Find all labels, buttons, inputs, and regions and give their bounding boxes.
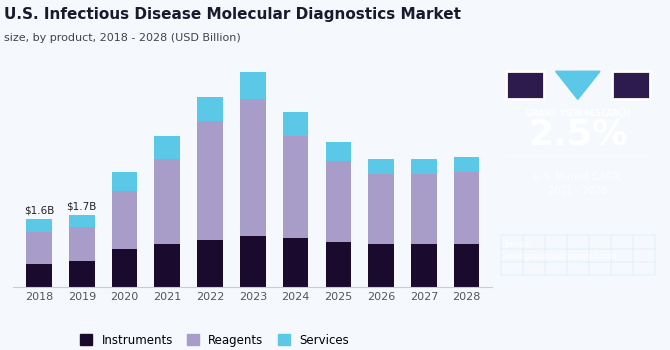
Text: $1.6B: $1.6B [24, 205, 54, 215]
Bar [69, 227, 94, 261]
Polygon shape [555, 71, 600, 99]
Bar [155, 244, 180, 287]
Bar [411, 174, 437, 244]
Bar [369, 244, 394, 287]
Bar [197, 121, 223, 240]
Bar [283, 238, 308, 287]
Bar [240, 236, 266, 287]
Text: U.S. Infectious Disease Molecular Diagnostics Market: U.S. Infectious Disease Molecular Diagno… [4, 7, 461, 22]
Bar [155, 136, 180, 159]
Bar [326, 161, 351, 242]
Bar [240, 72, 266, 99]
Bar [69, 261, 94, 287]
Bar [26, 264, 52, 287]
Text: U.S. Market CAGR,
2021 - 2028: U.S. Market CAGR, 2021 - 2028 [533, 172, 622, 196]
Bar [112, 191, 137, 248]
Bar [369, 174, 394, 244]
Bar [112, 248, 137, 287]
Bar [326, 242, 351, 287]
Bar [197, 240, 223, 287]
Bar [454, 172, 480, 244]
Text: $1.7B: $1.7B [66, 201, 97, 211]
Bar [283, 112, 308, 136]
Bar [454, 244, 480, 287]
Bar [69, 215, 94, 227]
Text: GRAND VIEW RESEARCH: GRAND VIEW RESEARCH [526, 109, 630, 118]
Bar [155, 159, 180, 244]
Text: size, by product, 2018 - 2028 (USD Billion): size, by product, 2018 - 2028 (USD Billi… [4, 33, 241, 43]
Bar [197, 97, 223, 121]
Bar [411, 159, 437, 174]
Text: 2.5%: 2.5% [528, 118, 628, 152]
Bar [454, 157, 480, 172]
Bar [369, 159, 394, 174]
Legend: Instruments, Reagents, Services: Instruments, Reagents, Services [76, 329, 354, 350]
Bar [506, 71, 543, 99]
Bar [612, 71, 650, 99]
Bar [326, 142, 351, 161]
Bar [26, 232, 52, 264]
Text: Source:
www.grandviewresearch.com: Source: www.grandviewresearch.com [505, 240, 617, 261]
Bar [112, 172, 137, 191]
Bar [411, 244, 437, 287]
Bar [283, 136, 308, 238]
Bar [240, 99, 266, 236]
Bar [26, 219, 52, 232]
